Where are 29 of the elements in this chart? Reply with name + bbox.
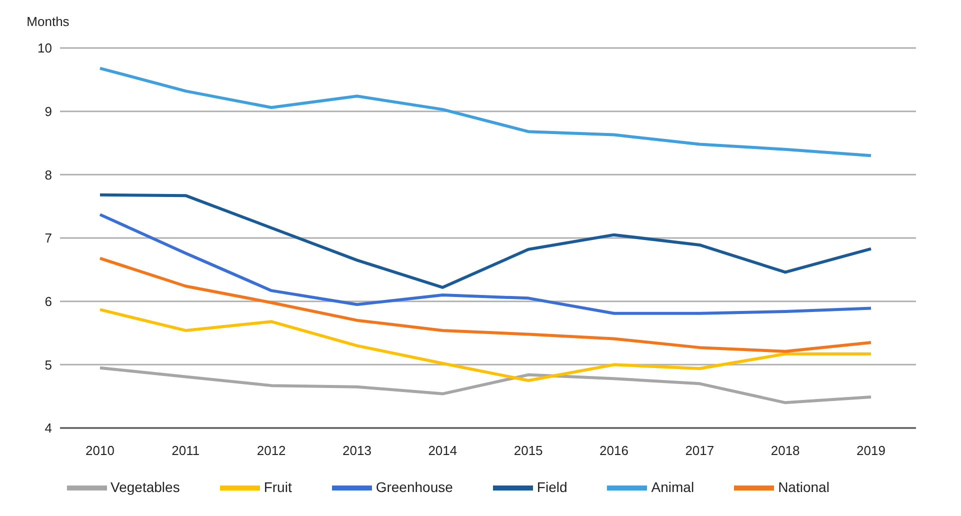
x-tick-label: 2011 — [172, 443, 200, 458]
legend-label: Greenhouse — [376, 478, 453, 495]
x-tick-label: 2018 — [770, 443, 800, 458]
y-tick-label: 4 — [44, 420, 52, 436]
x-tick-label: 2013 — [342, 443, 372, 458]
y-axis-title: Months — [26, 14, 70, 29]
line-series — [98, 193, 872, 289]
legend-label: National — [778, 478, 830, 495]
x-tick-label: 2010 — [86, 443, 114, 458]
y-tick-label: 9 — [44, 104, 52, 119]
x-tick-label: 2016 — [600, 443, 628, 458]
legend-label: Animal — [651, 478, 694, 495]
y-tick-label: 5 — [44, 357, 52, 372]
y-tick-label: 6 — [44, 294, 52, 309]
legend-label: Fruit — [264, 478, 292, 495]
line-series — [98, 213, 872, 315]
x-tick-label: 2019 — [856, 443, 886, 458]
x-tick-label: 2014 — [428, 443, 458, 458]
legend-label: Vegetables — [110, 478, 180, 495]
y-tick-label: 10 — [38, 40, 52, 56]
y-tick-label: 7 — [44, 230, 52, 246]
y-tick-label: 8 — [44, 167, 52, 182]
line-series — [98, 256, 872, 353]
x-tick-label: 2012 — [256, 443, 286, 458]
line-series — [98, 66, 872, 158]
legend-label: Field — [536, 478, 568, 495]
x-tick-label: 2015 — [514, 443, 543, 458]
line-series — [98, 308, 872, 382]
x-tick-label: 2017 — [685, 443, 714, 458]
